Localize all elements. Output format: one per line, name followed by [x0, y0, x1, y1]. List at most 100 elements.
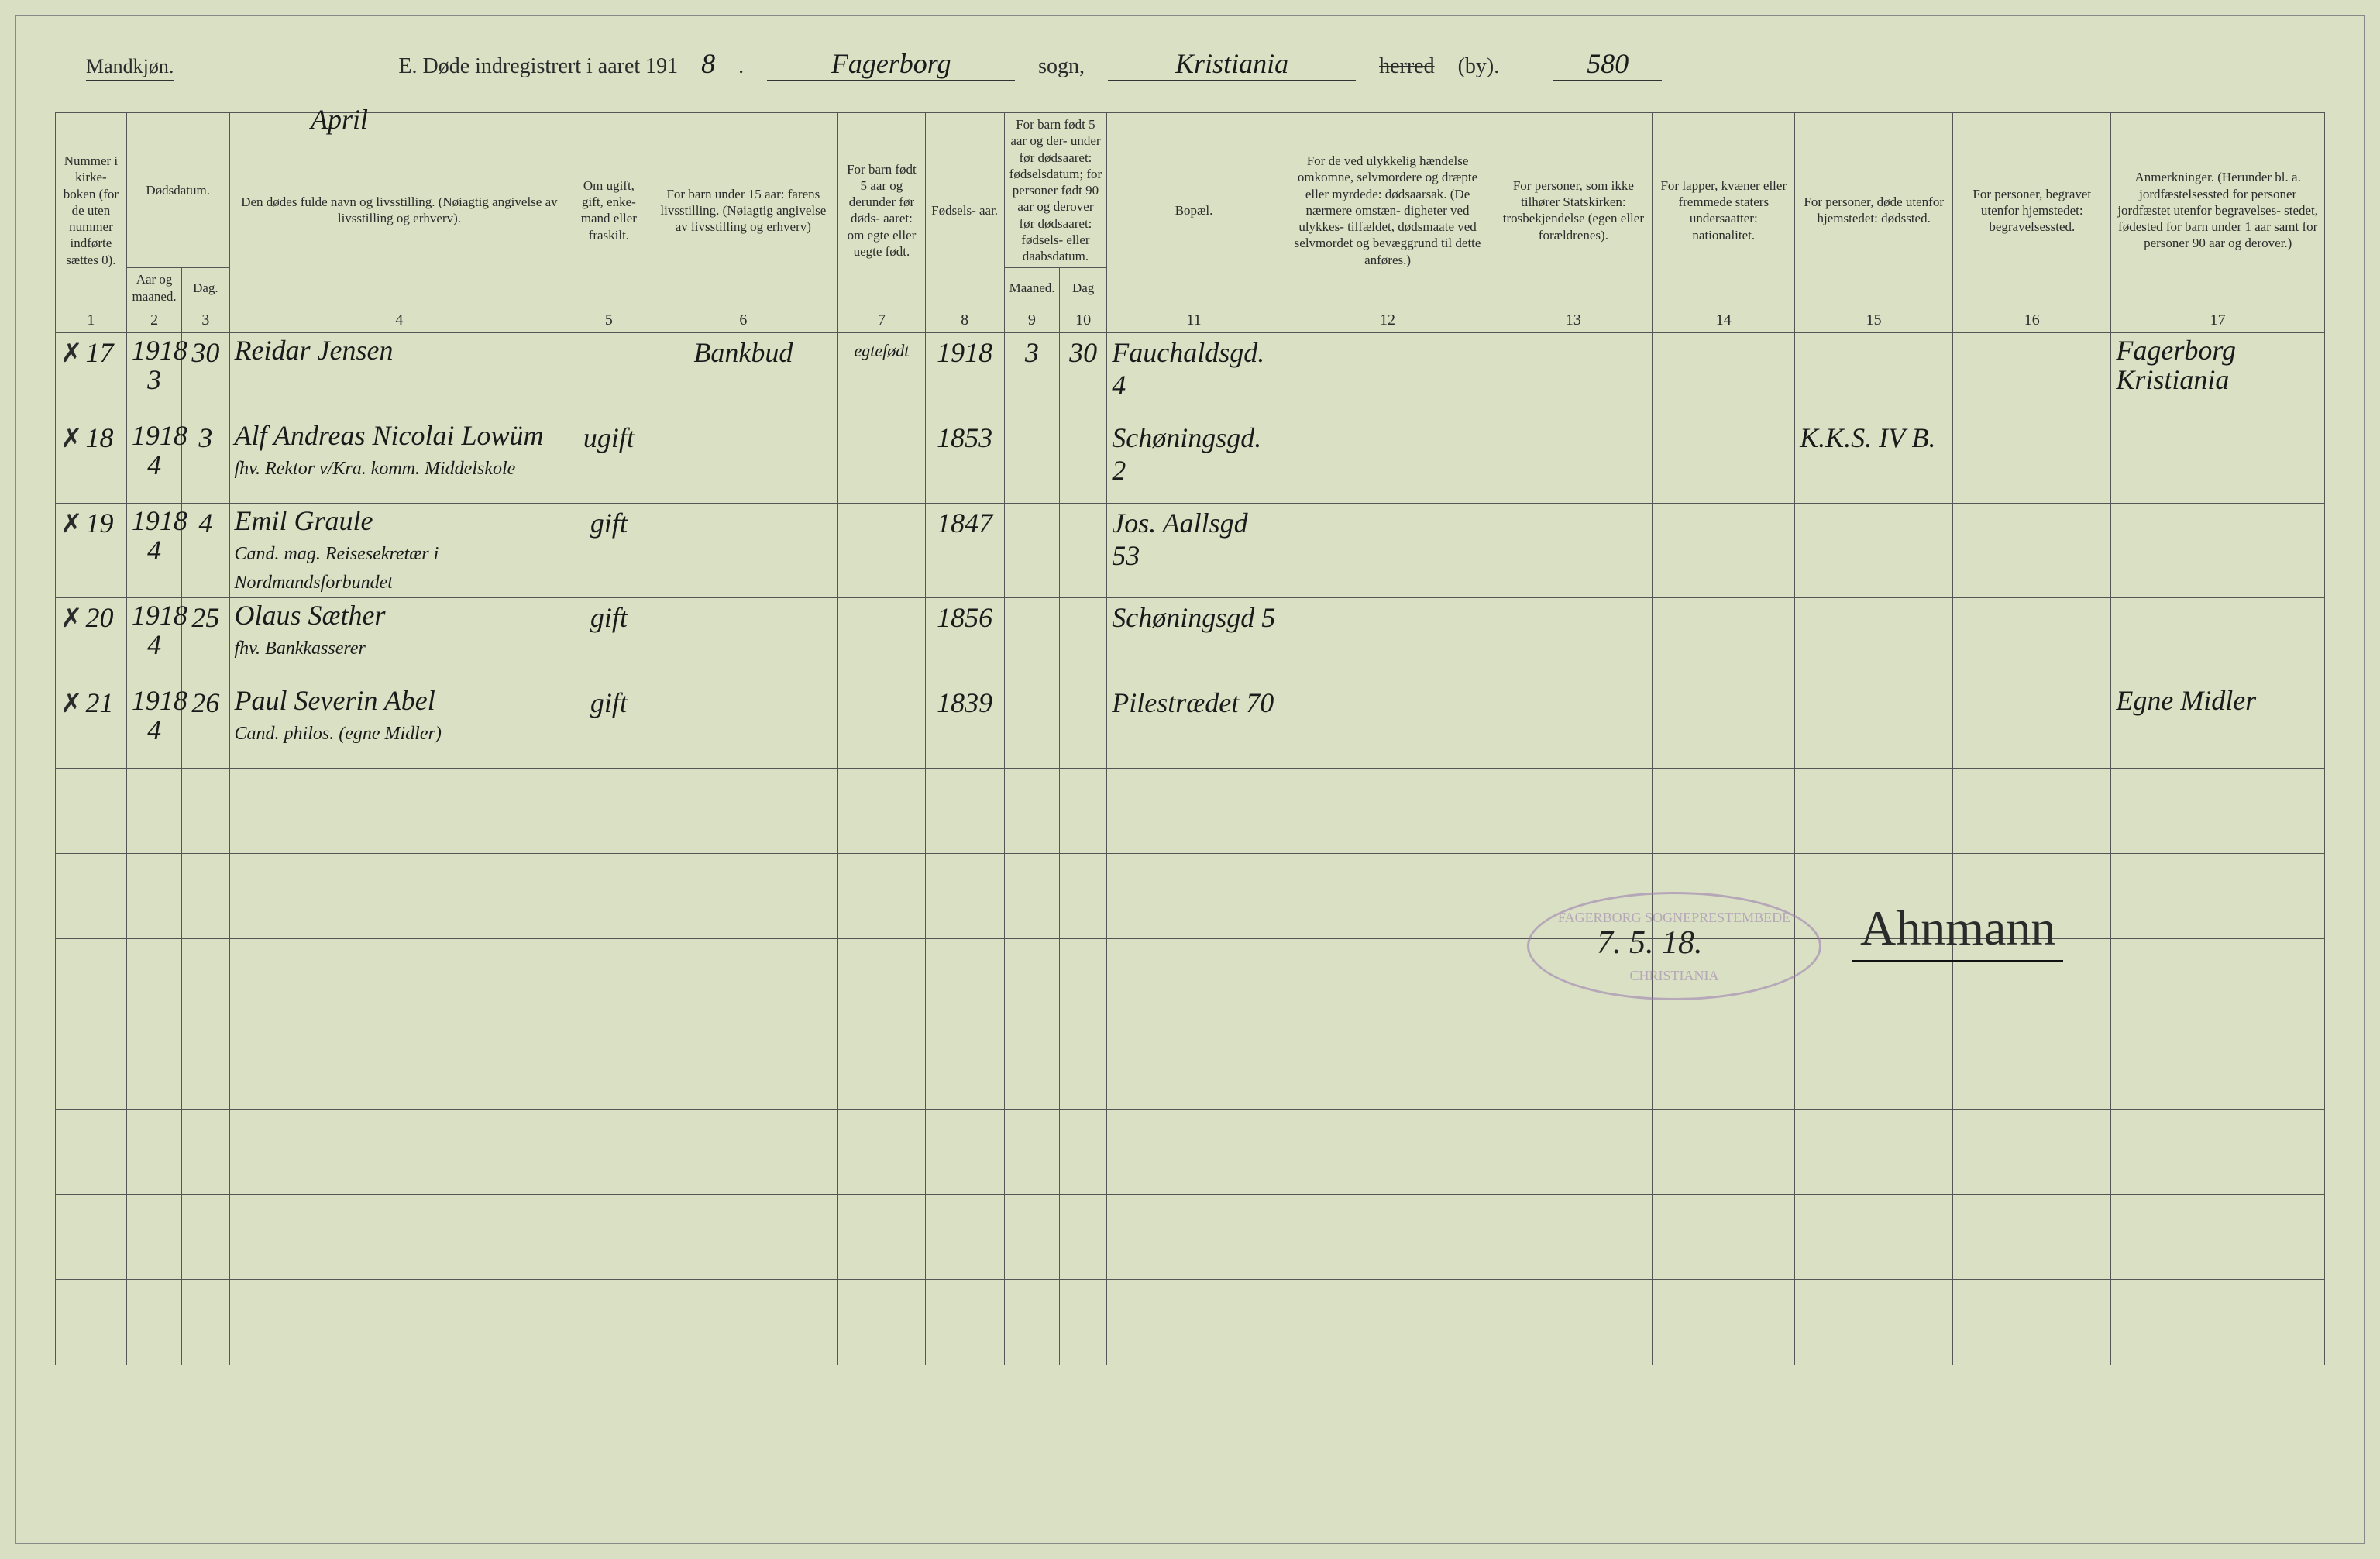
table-cell	[1107, 1110, 1281, 1195]
table-cell	[2111, 1280, 2325, 1365]
table-cell	[1060, 769, 1107, 854]
colnum: 6	[648, 308, 838, 332]
table-cell	[838, 503, 925, 597]
table-cell	[569, 769, 648, 854]
table-cell	[1004, 683, 1059, 769]
table-cell	[56, 1024, 127, 1110]
table-cell	[1953, 1024, 2111, 1110]
table-cell: Olaus Sætherfhv. Bankkasserer	[229, 598, 569, 683]
table-cell	[838, 1280, 925, 1365]
table-cell	[1281, 1195, 1494, 1280]
table-cell: 30	[1060, 332, 1107, 418]
colnum: 16	[1953, 308, 2111, 332]
register-page: Mandkjøn. E. Døde indregistrert i aaret …	[15, 15, 2365, 1544]
table-cell	[1953, 418, 2111, 503]
col-2b-header: Dag.	[182, 268, 229, 308]
table-cell	[1653, 1280, 1795, 1365]
table-cell	[1060, 854, 1107, 939]
herred-label: herred	[1379, 54, 1435, 79]
table-cell	[1107, 1280, 1281, 1365]
table-cell	[1953, 503, 2111, 597]
table-cell	[126, 1280, 181, 1365]
table-cell	[1004, 598, 1059, 683]
table-cell: gift	[569, 503, 648, 597]
table-row: ✗18191843Alf Andreas Nicolai Lowümfhv. R…	[56, 418, 2325, 503]
col-9-header: For barn født 5 aar og der- under før dø…	[1004, 113, 1107, 268]
table-cell	[1004, 1110, 1059, 1195]
table-cell	[1060, 939, 1107, 1024]
table-cell	[182, 939, 229, 1024]
table-cell	[1953, 769, 2111, 854]
table-cell	[1494, 1195, 1653, 1280]
table-body: ✗171918330Reidar JensenBankbudegtefødt19…	[56, 332, 2325, 1365]
table-cell	[1653, 503, 1795, 597]
table-cell: 30	[182, 332, 229, 418]
table-cell	[1953, 598, 2111, 683]
table-cell	[569, 854, 648, 939]
table-cell	[1004, 503, 1059, 597]
table-cell	[2111, 1195, 2325, 1280]
table-cell	[1060, 1024, 1107, 1110]
table-cell	[1060, 503, 1107, 597]
table-cell: gift	[569, 683, 648, 769]
table-cell	[1060, 1195, 1107, 1280]
table-cell: 26	[182, 683, 229, 769]
table-cell	[1281, 1280, 1494, 1365]
table-cell	[1494, 598, 1653, 683]
parish-name: Fagerborg	[767, 47, 1015, 81]
colnum: 12	[1281, 308, 1494, 332]
col-13-header: For personer, som ikke tilhører Statskir…	[1494, 113, 1653, 308]
table-row: ✗171918330Reidar JensenBankbudegtefødt19…	[56, 332, 2325, 418]
table-row: ✗19191844Emil GrauleCand. mag. Reisesekr…	[56, 503, 2325, 597]
table-cell	[1281, 854, 1494, 939]
table-cell: Emil GrauleCand. mag. Reisesekretær i No…	[229, 503, 569, 597]
table-cell	[1107, 939, 1281, 1024]
table-cell	[1653, 1195, 1795, 1280]
table-cell: ✗20	[56, 598, 127, 683]
col-5-header: Om ugift, gift, enke- mand eller fraskil…	[569, 113, 648, 308]
col-9a-header: Maaned.	[1004, 268, 1059, 308]
table-cell	[2111, 939, 2325, 1024]
year-suffix: 8	[701, 47, 715, 80]
table-cell	[1494, 332, 1653, 418]
table-cell	[648, 1280, 838, 1365]
table-cell	[1060, 418, 1107, 503]
table-cell: Alf Andreas Nicolai Lowümfhv. Rektor v/K…	[229, 418, 569, 503]
table-cell	[1795, 683, 1953, 769]
table-cell: ✗19	[56, 503, 127, 597]
table-cell	[569, 1195, 648, 1280]
table-row-empty	[56, 1024, 2325, 1110]
table-cell: Jos. Aallsgd 53	[1107, 503, 1281, 597]
table-cell	[2111, 1024, 2325, 1110]
table-row-empty	[56, 1280, 2325, 1365]
table-cell	[2111, 503, 2325, 597]
table-cell	[182, 1110, 229, 1195]
table-cell	[1281, 939, 1494, 1024]
table-cell: 1839	[925, 683, 1004, 769]
table-cell	[1004, 939, 1059, 1024]
table-cell: ✗17	[56, 332, 127, 418]
gender-label: Mandkjøn.	[86, 55, 174, 81]
table-cell: Paul Severin AbelCand. philos. (egne Mid…	[229, 683, 569, 769]
table-cell	[648, 854, 838, 939]
table-cell	[182, 854, 229, 939]
table-cell	[56, 854, 127, 939]
col-4-header: Den dødes fulde navn og livsstilling. (N…	[229, 113, 569, 308]
table-cell	[838, 683, 925, 769]
table-cell	[56, 769, 127, 854]
table-cell	[648, 598, 838, 683]
table-cell	[1494, 1024, 1653, 1110]
table-cell	[1004, 418, 1059, 503]
col-2a-header: Aar og maaned.	[126, 268, 181, 308]
table-cell	[126, 1024, 181, 1110]
table-cell: Reidar Jensen	[229, 332, 569, 418]
table-cell	[648, 939, 838, 1024]
table-cell	[1281, 598, 1494, 683]
table-cell	[56, 939, 127, 1024]
table-cell	[569, 1024, 648, 1110]
table-cell: 19183	[126, 332, 181, 418]
table-cell: 19184	[126, 683, 181, 769]
table-cell	[925, 1110, 1004, 1195]
table-cell	[2111, 769, 2325, 854]
table-cell: Schøningsgd. 2	[1107, 418, 1281, 503]
